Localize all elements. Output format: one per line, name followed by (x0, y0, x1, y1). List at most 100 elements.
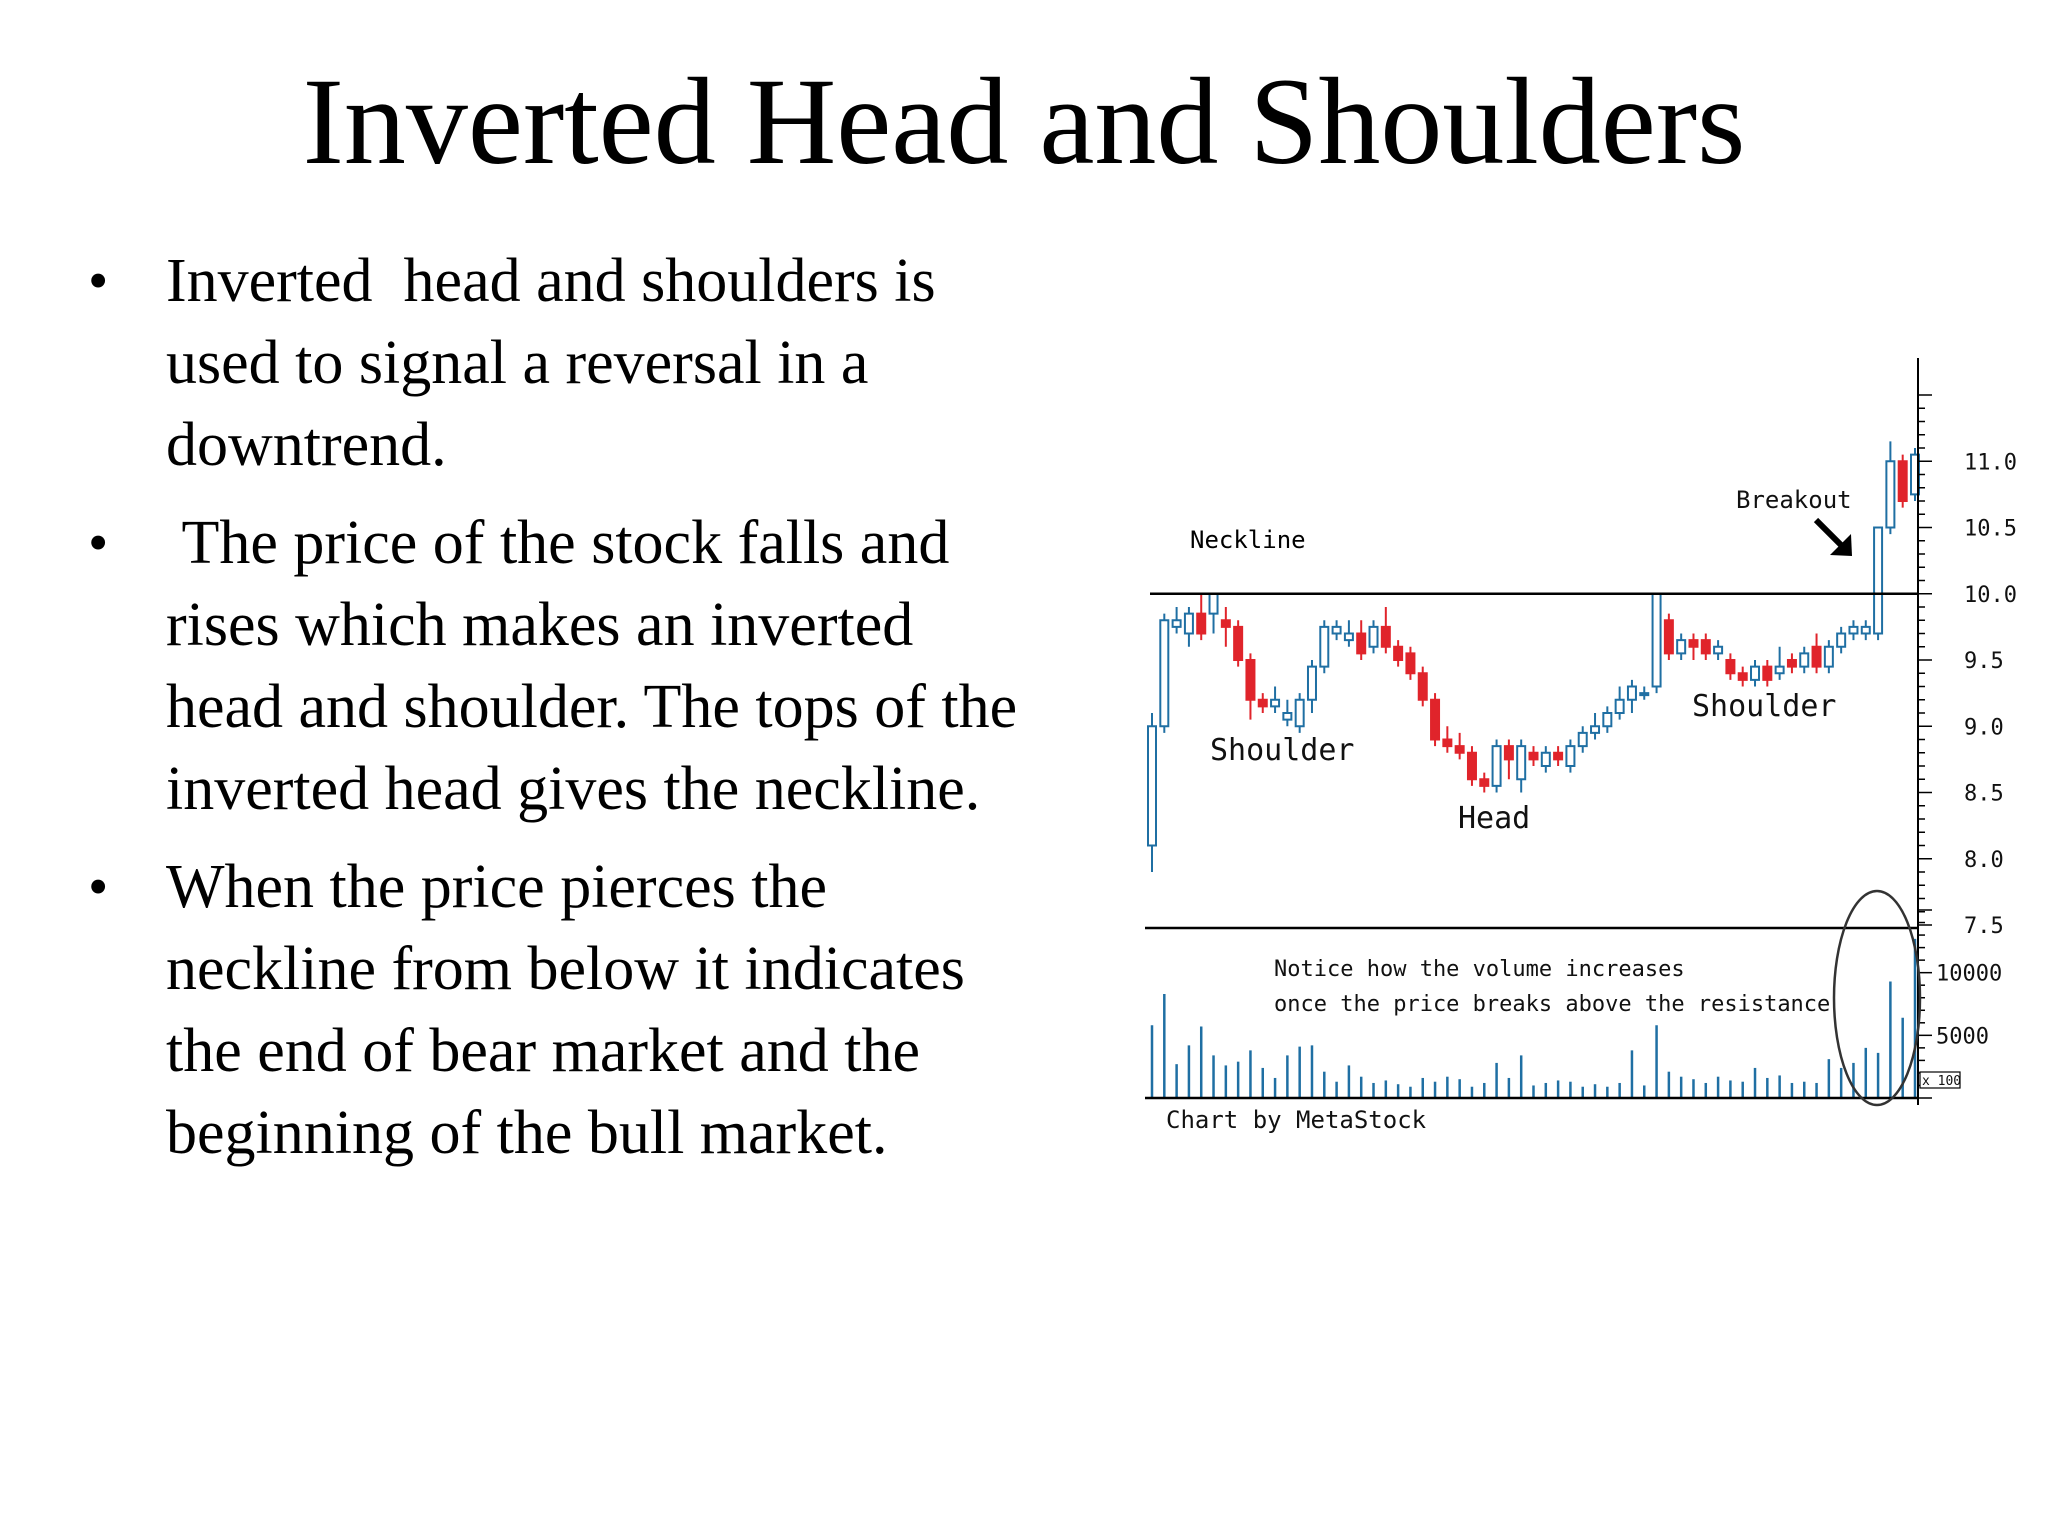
candle-body (1786, 659, 1797, 668)
head-label: Head (1458, 801, 1530, 836)
candle-body (1220, 619, 1231, 628)
candle-body (1331, 625, 1342, 635)
candle-body (1282, 712, 1293, 721)
volume-unit-label: x 100 (1922, 1074, 1961, 1089)
candle-body (1700, 639, 1711, 655)
candle-body (1626, 685, 1637, 701)
candle-body (1860, 625, 1871, 635)
price-tick-label: 8.5 (1964, 782, 2004, 807)
left-shoulder-label: Shoulder (1210, 733, 1355, 768)
candle-body (1319, 625, 1330, 668)
candle-body (1430, 698, 1441, 741)
bullet-item: • Inverted head and shoulders is used to… (80, 240, 1040, 486)
candle-body (1442, 738, 1453, 748)
candle-body (1565, 745, 1576, 767)
candle-body (1811, 645, 1822, 668)
candle-body (1823, 645, 1834, 668)
candle-body (1257, 698, 1268, 708)
price-tick-label: 9.0 (1964, 715, 2004, 740)
bullet-text: Inverted head and shoulders is used to s… (166, 247, 952, 479)
candle-body (1540, 751, 1551, 767)
candle-body (1245, 659, 1256, 701)
candle-body (1614, 698, 1625, 714)
candle-body (1159, 619, 1170, 728)
candle-body (1676, 639, 1687, 655)
bullet-dot: • (88, 854, 109, 919)
volume-layer (1150, 938, 1917, 1098)
candle-body (1270, 698, 1281, 708)
candle-body (1208, 592, 1219, 615)
price-tick-label: 11.0 (1964, 450, 2017, 475)
right-shoulder-label: Shoulder (1692, 689, 1837, 724)
candle-body (1799, 652, 1810, 668)
candle-body (1750, 665, 1761, 681)
bullet-item: • The price of the stock falls and rises… (80, 502, 1040, 830)
candle-body (1639, 692, 1650, 697)
candle-body (1356, 632, 1367, 655)
breakout-arrow-icon (1813, 517, 1852, 556)
candle-body (1651, 592, 1662, 688)
axes-layer: 11.0 10.5 10.0 9.5 9.0 8.5 8.0 7.5 10000 5000 x 10… (1145, 358, 2017, 1105)
candle-body (1774, 665, 1785, 675)
candle-body (1602, 712, 1613, 728)
candle-body (1590, 725, 1601, 734)
candle-body (1577, 731, 1588, 748)
candle-body (1553, 751, 1564, 761)
bullet-item: • When the price pierces the neckline fr… (80, 846, 1040, 1174)
bullet-list: • Inverted head and shoulders is used to… (80, 240, 1040, 1190)
candle-body (1836, 632, 1847, 648)
bullet-dot: • (88, 510, 109, 575)
bullet-text: The price of the stock falls and rises w… (166, 509, 1033, 823)
candle-body (1737, 672, 1748, 681)
slide-title: Inverted Head and Shoulders (302, 53, 1746, 190)
candle-body (1516, 745, 1527, 781)
price-tick-label: 10.0 (1964, 583, 2017, 608)
candle-body (1528, 751, 1539, 761)
candle-body (1762, 665, 1773, 681)
volume-note-line2: once the price breaks above the resistan… (1274, 992, 1830, 1017)
candle-body (1725, 659, 1736, 675)
candle-body (1343, 632, 1354, 642)
candle-body (1873, 526, 1884, 635)
candles-layer (1147, 441, 1920, 872)
candle-body (1368, 625, 1379, 648)
volume-note-line1: Notice how the volume increases (1274, 957, 1685, 982)
candle-body (1885, 460, 1896, 529)
price-tick-label: 10.5 (1964, 517, 2017, 542)
candlestick-chart: 11.0 10.5 10.0 9.5 9.0 8.5 8.0 7.5 10000 5000 x 10… (1145, 358, 2017, 1134)
candle-body (1491, 745, 1502, 787)
volume-unit-box (1919, 1071, 1961, 1089)
candle-body (1848, 625, 1859, 635)
candle-body (1663, 619, 1674, 655)
breakout-label: Breakout (1736, 486, 1852, 514)
price-tick-label: 7.5 (1964, 914, 2004, 939)
candle-body (1466, 751, 1477, 781)
bullet-dot: • (88, 248, 109, 313)
price-tick-label: 9.5 (1964, 649, 2004, 674)
candle-body (1688, 639, 1699, 648)
candle-body (1479, 778, 1490, 787)
chart-credit: Chart by MetaStock (1166, 1106, 1427, 1134)
candle-body (1897, 460, 1908, 502)
candle-body (1183, 612, 1194, 635)
candle-body (1503, 745, 1514, 761)
candle-body (1393, 645, 1404, 661)
bullet-text: When the price pierces the neckline from… (166, 853, 981, 1167)
candle-body (1306, 665, 1317, 701)
candle-body (1405, 652, 1416, 675)
candle-body (1233, 625, 1244, 661)
volume-highlight-circle (1832, 889, 1922, 1107)
candle-body (1294, 698, 1305, 728)
volume-tick-label: 5000 (1936, 1024, 1989, 1049)
candle-body (1713, 645, 1724, 655)
neckline-label: Neckline (1190, 526, 1306, 554)
candle-body (1380, 625, 1391, 648)
candle-body (1171, 619, 1182, 628)
candle-body (1454, 745, 1465, 754)
candle-body (1196, 612, 1207, 635)
volume-tick-label: 10000 (1936, 962, 2002, 987)
price-tick-label: 8.0 (1964, 848, 2004, 873)
candle-body (1417, 672, 1428, 701)
candle-body (1147, 725, 1157, 847)
